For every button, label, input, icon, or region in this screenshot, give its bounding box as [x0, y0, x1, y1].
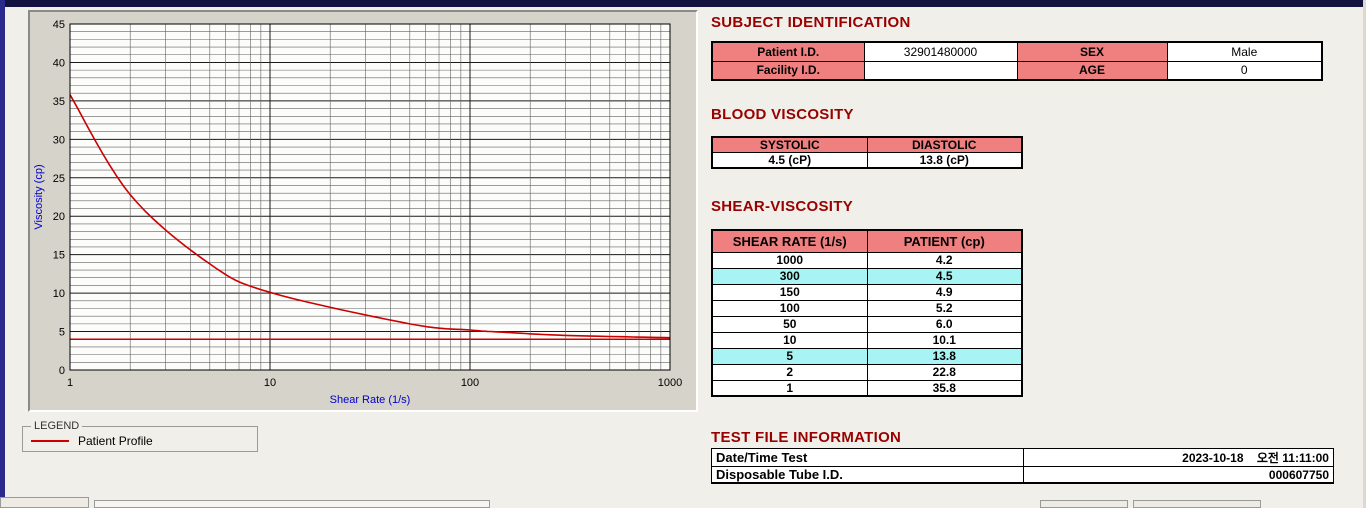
- shear-rate-cell: 10: [711, 331, 868, 349]
- date-time-test-value: 2023-10-18 오전 11:11:00: [1023, 448, 1334, 467]
- svg-text:35: 35: [53, 96, 65, 108]
- table-header-row: SHEAR RATE (1/s) PATIENT (cp): [711, 229, 1023, 253]
- table-row: 1000 4.2: [711, 251, 1023, 269]
- table-row-highlighted: 300 4.5: [711, 267, 1023, 285]
- shear-viscosity-table: SHEAR RATE (1/s) PATIENT (cp) 1000 4.2 3…: [711, 229, 1023, 397]
- facility-id-label: Facility I.D.: [711, 60, 865, 81]
- viscosity-cell: 4.2: [866, 251, 1023, 269]
- shear-rate-cell: 300: [711, 267, 868, 285]
- svg-text:45: 45: [53, 19, 65, 31]
- svg-text:40: 40: [53, 57, 65, 69]
- shear-rate-cell: 5: [711, 347, 868, 365]
- legend-entry-label: Patient Profile: [78, 434, 153, 448]
- shear-rate-cell: 100: [711, 299, 868, 317]
- shear-rate-cell: 1000: [711, 251, 868, 269]
- legend-title: LEGEND: [34, 420, 80, 432]
- age-label: AGE: [1016, 60, 1168, 81]
- viscosity-cell: 13.8: [866, 347, 1023, 365]
- date-time-test-label: Date/Time Test: [711, 448, 1024, 467]
- test-file-information-table: Date/Time Test 2023-10-18 오전 11:11:00 Di…: [711, 448, 1334, 484]
- viscosity-cell: 4.5: [866, 267, 1023, 285]
- bottom-edge-fragment: [94, 500, 490, 508]
- svg-text:25: 25: [53, 173, 65, 185]
- systolic-value: 4.5 (cP): [711, 152, 868, 169]
- sex-value: Male: [1166, 41, 1323, 62]
- svg-text:15: 15: [53, 250, 65, 262]
- sex-label: SEX: [1016, 41, 1168, 62]
- table-row: 4.5 (cP) 13.8 (cP): [711, 152, 1023, 169]
- svg-text:5: 5: [59, 327, 65, 339]
- disposable-tube-id-label: Disposable Tube I.D.: [711, 466, 1024, 484]
- disposable-tube-id-value: 000607750: [1023, 466, 1334, 484]
- patient-id-value: 32901480000: [863, 41, 1018, 62]
- shear-viscosity-title: SHEAR-VISCOSITY: [711, 198, 854, 215]
- diastolic-value: 13.8 (cP): [866, 152, 1023, 169]
- age-value: 0: [1166, 60, 1323, 81]
- chart-legend: LEGEND Patient Profile: [22, 420, 258, 452]
- table-row: 2 22.8: [711, 363, 1023, 381]
- viscosity-cell: 4.9: [866, 283, 1023, 301]
- viscosity-cell: 22.8: [866, 363, 1023, 381]
- table-row: Facility I.D. AGE 0: [711, 60, 1323, 81]
- svg-text:30: 30: [53, 134, 65, 146]
- viscosity-cell: 10.1: [866, 331, 1023, 349]
- bottom-edge-fragment: [1133, 500, 1261, 508]
- svg-text:Viscosity (cp): Viscosity (cp): [33, 164, 45, 229]
- table-row: Date/Time Test 2023-10-18 오전 11:11:00: [711, 448, 1334, 467]
- table-row: 1 35.8: [711, 379, 1023, 397]
- bottom-edge-fragment: [1040, 500, 1128, 508]
- svg-text:10: 10: [264, 377, 276, 389]
- subject-identification-table: Patient I.D. 32901480000 SEX Male Facili…: [711, 41, 1323, 81]
- window-right-edge: [1363, 0, 1366, 508]
- table-row: SYSTOLIC DIASTOLIC: [711, 136, 1023, 153]
- svg-text:10: 10: [53, 288, 65, 300]
- table-row: Patient I.D. 32901480000 SEX Male: [711, 41, 1323, 62]
- bottom-edge-fragment: [0, 497, 89, 508]
- systolic-header: SYSTOLIC: [711, 136, 868, 153]
- viscosity-cell: 5.2: [866, 299, 1023, 317]
- table-row: Disposable Tube I.D. 000607750: [711, 466, 1334, 484]
- window-left-edge: [0, 0, 5, 497]
- legend-entry: Patient Profile: [31, 433, 249, 449]
- svg-text:20: 20: [53, 211, 65, 223]
- shear-rate-cell: 50: [711, 315, 868, 333]
- table-row: 100 5.2: [711, 299, 1023, 317]
- viscosity-cell: 6.0: [866, 315, 1023, 333]
- blood-viscosity-table: SYSTOLIC DIASTOLIC 4.5 (cP) 13.8 (cP): [711, 136, 1023, 169]
- subject-identification-title: SUBJECT IDENTIFICATION: [711, 14, 911, 31]
- shear-rate-cell: 150: [711, 283, 868, 301]
- table-row: 50 6.0: [711, 315, 1023, 333]
- svg-text:Shear Rate (1/s): Shear Rate (1/s): [330, 394, 411, 406]
- table-row: 150 4.9: [711, 283, 1023, 301]
- diastolic-header: DIASTOLIC: [866, 136, 1023, 153]
- shear-rate-header: SHEAR RATE (1/s): [711, 229, 868, 253]
- shear-viscosity-chart-panel: 0 5 10 15 20 25 30 35 40 45 1 10 100 1000 Shear Rate (…: [28, 10, 698, 412]
- test-file-information-title: TEST FILE INFORMATION: [711, 429, 902, 446]
- blood-viscosity-title: BLOOD VISCOSITY: [711, 106, 854, 123]
- shear-rate-cell: 1: [711, 379, 868, 397]
- facility-id-value: [863, 60, 1018, 81]
- svg-text:1: 1: [67, 377, 73, 389]
- shear-rate-cell: 2: [711, 363, 868, 381]
- svg-text:100: 100: [461, 377, 479, 389]
- viscosity-cell: 35.8: [866, 379, 1023, 397]
- legend-line-patient-profile: [31, 440, 69, 442]
- svg-text:0: 0: [59, 365, 65, 377]
- table-row-highlighted: 5 13.8: [711, 347, 1023, 365]
- svg-text:1000: 1000: [658, 377, 682, 389]
- shear-viscosity-chart: 0 5 10 15 20 25 30 35 40 45 1 10 100 1000 Shear Rate (…: [33, 19, 682, 406]
- window-top-edge: [0, 0, 1366, 7]
- patient-cp-header: PATIENT (cp): [866, 229, 1023, 253]
- table-row: 10 10.1: [711, 331, 1023, 349]
- patient-id-label: Patient I.D.: [711, 41, 865, 62]
